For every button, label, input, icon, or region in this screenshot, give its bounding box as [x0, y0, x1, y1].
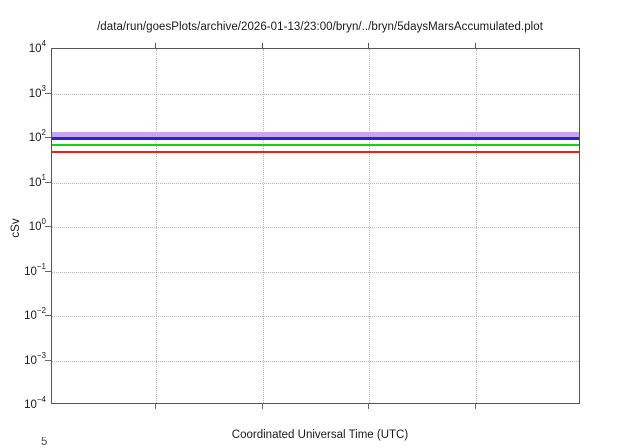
x-tick-mark — [475, 404, 476, 409]
series-line-green — [52, 143, 579, 147]
y-tick-mantissa: 10 — [28, 87, 42, 100]
y-tick-exponent: −3 — [36, 350, 46, 360]
x-tick-mark-top — [368, 43, 369, 48]
x-axis-title: Coordinated Universal Time (UTC) — [231, 429, 409, 441]
x-tick-mark — [368, 404, 369, 409]
y-tick-label: 100 — [6, 217, 46, 233]
y-tick-mantissa: 10 — [24, 398, 37, 411]
y-tick-exponent: −2 — [36, 306, 46, 315]
y-tick-label: 101 — [6, 172, 46, 189]
y-tick-label: 10−2 — [6, 306, 46, 322]
y-tick-label: 10−1 — [6, 261, 46, 278]
y-tick-label: 10−4 — [6, 395, 46, 411]
y-tick-label: 102 — [6, 128, 46, 144]
y-tick-exponent: −1 — [36, 261, 46, 271]
y-tick-exponent: 4 — [41, 39, 46, 48]
plot-area — [51, 48, 580, 404]
gridline-horizontal — [52, 316, 579, 317]
y-tick-mantissa: 10 — [24, 309, 37, 322]
y-tick-mark — [45, 92, 51, 94]
gridline-vertical — [369, 49, 370, 403]
y-tick-mark — [45, 181, 51, 183]
y-tick-mantissa: 10 — [24, 265, 37, 278]
clipped-footer-glyph: 5 — [41, 437, 48, 446]
y-tick-exponent: 3 — [41, 83, 46, 93]
x-tick-mark — [155, 404, 156, 409]
y-tick-label: 103 — [6, 83, 46, 100]
y-tick-mark — [45, 226, 51, 227]
y-tick-mark — [45, 359, 51, 361]
x-tick-mark-top — [475, 43, 476, 48]
gridline-horizontal — [52, 271, 579, 273]
y-tick-mark — [45, 137, 51, 138]
series-line-blue — [52, 137, 579, 141]
y-tick-mantissa: 10 — [28, 131, 42, 144]
y-tick-exponent: −4 — [36, 395, 46, 404]
gridline-horizontal — [52, 93, 579, 95]
y-tick-mark — [45, 315, 51, 316]
gridline-vertical — [263, 49, 264, 403]
gridline-horizontal — [52, 227, 579, 228]
y-tick-exponent: 1 — [41, 172, 46, 182]
y-tick-mantissa: 10 — [28, 176, 42, 189]
y-tick-label: 10−3 — [6, 350, 46, 367]
y-tick-mark — [45, 270, 51, 272]
page-title: /data/run/goesPlots/archive/2026-01-13/2… — [97, 21, 543, 33]
x-tick-mark — [262, 404, 263, 409]
series-line-violet-band — [52, 131, 579, 138]
gridline-horizontal — [52, 182, 579, 184]
y-tick-mantissa: 10 — [28, 42, 42, 55]
y-tick-exponent: 0 — [41, 217, 46, 226]
series-line-red — [52, 150, 579, 153]
y-tick-label: 104 — [6, 39, 46, 55]
gridline-horizontal — [52, 360, 579, 362]
y-tick-exponent: 2 — [41, 128, 46, 137]
y-tick-mantissa: 10 — [28, 220, 42, 233]
gridline-vertical — [156, 49, 157, 403]
x-tick-mark-top — [262, 43, 263, 48]
x-tick-mark-top — [155, 43, 156, 48]
y-tick-mantissa: 10 — [24, 354, 37, 367]
gridline-vertical — [476, 49, 477, 403]
